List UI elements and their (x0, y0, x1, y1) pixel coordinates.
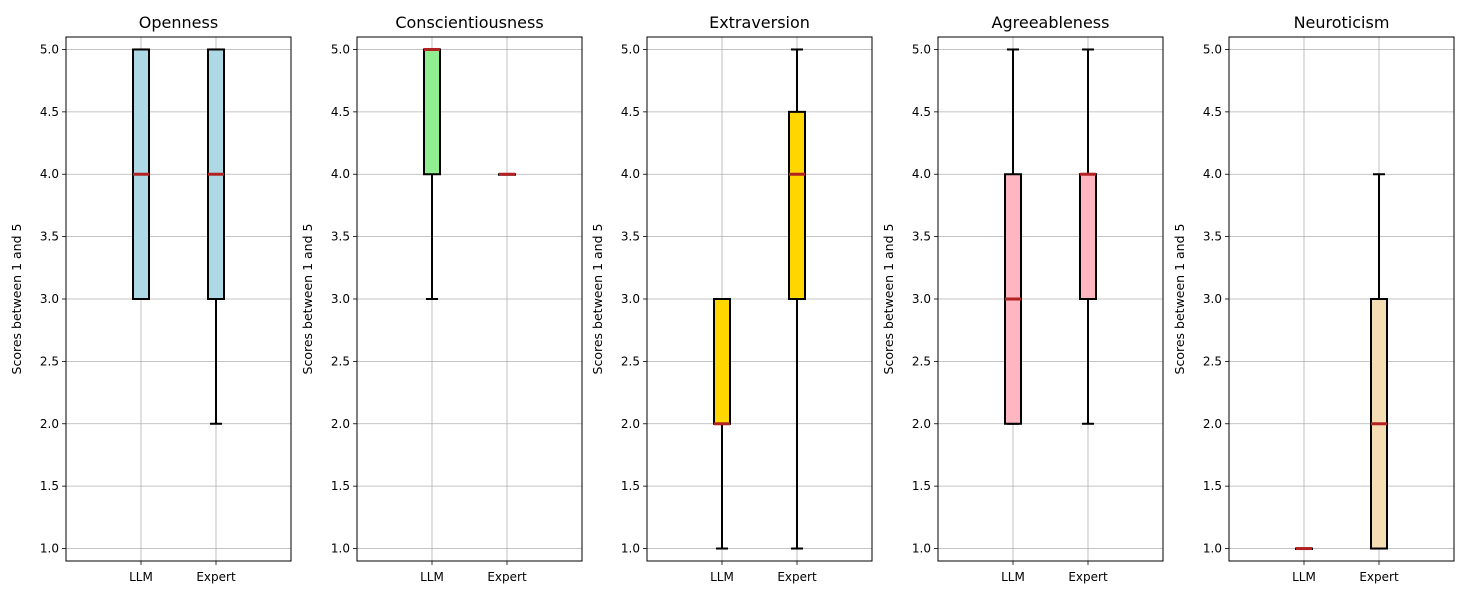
y-tick-label: 4.5 (912, 105, 931, 119)
box-llm (1004, 48, 1022, 425)
box-expert (207, 48, 225, 425)
y-tick-label: 3.5 (621, 230, 640, 244)
x-tick-label: LLM (710, 570, 734, 584)
y-tick-label: 4.0 (1203, 167, 1222, 181)
box-llm (132, 48, 150, 300)
y-tick-label: 3.5 (1203, 230, 1222, 244)
y-tick-label: 2.0 (331, 417, 350, 431)
axes-frame (1228, 36, 1455, 562)
axes-frame (356, 36, 583, 562)
x-tick-label: Expert (1359, 570, 1399, 584)
box-llm (713, 298, 731, 550)
y-axis-label: Scores between 1 and 5 (300, 224, 315, 375)
y-tick-label: 4.5 (40, 105, 59, 119)
y-tick-label: 5.0 (331, 42, 350, 56)
y-tick-label: 1.0 (912, 542, 931, 556)
y-tick-label: 1.5 (40, 479, 59, 493)
x-tick-label: LLM (129, 570, 153, 584)
box-expert (498, 172, 516, 176)
y-tick-label: 4.0 (912, 167, 931, 181)
x-tick-label: LLM (1292, 570, 1316, 584)
panel-title: Extraversion (709, 13, 810, 32)
y-tick-label: 3.0 (331, 292, 350, 306)
y-tick-label: 5.0 (1203, 42, 1222, 56)
panel-title: Conscientiousness (395, 13, 543, 32)
y-tick-label: 4.0 (621, 167, 640, 181)
y-tick-label: 4.0 (40, 167, 59, 181)
y-tick-label: 2.5 (912, 354, 931, 368)
y-tick-label: 1.0 (1203, 542, 1222, 556)
y-tick-label: 2.0 (1203, 417, 1222, 431)
x-tick-label: Expert (777, 570, 817, 584)
y-axis-label: Scores between 1 and 5 (9, 224, 24, 375)
y-tick-label: 3.5 (912, 230, 931, 244)
y-tick-label: 2.0 (40, 417, 59, 431)
y-tick-label: 1.0 (40, 542, 59, 556)
y-tick-label: 3.5 (40, 230, 59, 244)
x-tick-label: Expert (487, 570, 527, 584)
box-llm (1295, 547, 1313, 551)
y-tick-label: 4.5 (1203, 105, 1222, 119)
box-body (423, 48, 441, 176)
axes-frame (937, 36, 1164, 562)
x-tick-label: LLM (420, 570, 444, 584)
y-tick-label: 5.0 (40, 42, 59, 56)
y-tick-label: 4.5 (621, 105, 640, 119)
x-tick-label: Expert (196, 570, 236, 584)
box-expert (1370, 173, 1388, 550)
y-tick-label: 2.5 (1203, 354, 1222, 368)
box-expert (1079, 48, 1097, 425)
panel-conscientiousness: 1.0 1.5 2.0 2.5 3.0 3.5 4.0 4.5 5.0 LLM Expert Cons… (300, 13, 583, 584)
panel-neuroticism: 1.0 1.5 2.0 2.5 3.0 3.5 4.0 4.5 5.0 LLM Expert Neur… (1172, 13, 1455, 584)
y-tick-label: 3.0 (912, 292, 931, 306)
y-axis-label: Scores between 1 and 5 (590, 224, 605, 375)
box-body (1079, 173, 1097, 300)
y-tick-label: 1.5 (1203, 479, 1222, 493)
y-tick-label: 1.5 (621, 479, 640, 493)
y-axis-label: Scores between 1 and 5 (881, 224, 896, 375)
y-tick-label: 1.5 (331, 479, 350, 493)
y-tick-label: 5.0 (621, 42, 640, 56)
y-tick-label: 1.0 (331, 542, 350, 556)
x-tick-label: Expert (1068, 570, 1108, 584)
y-tick-label: 1.0 (621, 542, 640, 556)
panel-openness: 1.0 1.5 2.0 2.5 3.0 3.5 4.0 4.5 5.0 LLM Expert Open… (9, 13, 292, 584)
panel-title: Openness (139, 13, 218, 32)
y-tick-label: 2.0 (621, 417, 640, 431)
panel-title: Neuroticism (1294, 13, 1390, 32)
y-tick-label: 3.5 (331, 230, 350, 244)
y-tick-label: 1.5 (912, 479, 931, 493)
panel-title: Agreeableness (992, 13, 1110, 32)
x-tick-label: LLM (1001, 570, 1025, 584)
y-tick-label: 2.5 (621, 354, 640, 368)
panel-extraversion: 1.0 1.5 2.0 2.5 3.0 3.5 4.0 4.5 5.0 LLM Expert Extr… (590, 13, 873, 584)
axes-frame (65, 36, 292, 562)
box-body (713, 298, 731, 425)
panel-agreeableness: 1.0 1.5 2.0 2.5 3.0 3.5 4.0 4.5 5.0 LLM Expert Agre… (881, 13, 1164, 584)
y-tick-label: 2.0 (912, 417, 931, 431)
y-tick-label: 3.0 (1203, 292, 1222, 306)
box-expert (788, 48, 806, 550)
y-tick-label: 5.0 (912, 42, 931, 56)
box-llm (423, 47, 441, 300)
axes-frame (646, 36, 873, 562)
y-axis-label: Scores between 1 and 5 (1172, 224, 1187, 375)
y-tick-label: 3.0 (40, 292, 59, 306)
y-tick-label: 3.0 (621, 292, 640, 306)
box-body (788, 110, 806, 300)
y-tick-label: 2.5 (331, 354, 350, 368)
y-tick-label: 4.0 (331, 167, 350, 181)
y-tick-label: 4.5 (331, 105, 350, 119)
y-tick-label: 2.5 (40, 354, 59, 368)
